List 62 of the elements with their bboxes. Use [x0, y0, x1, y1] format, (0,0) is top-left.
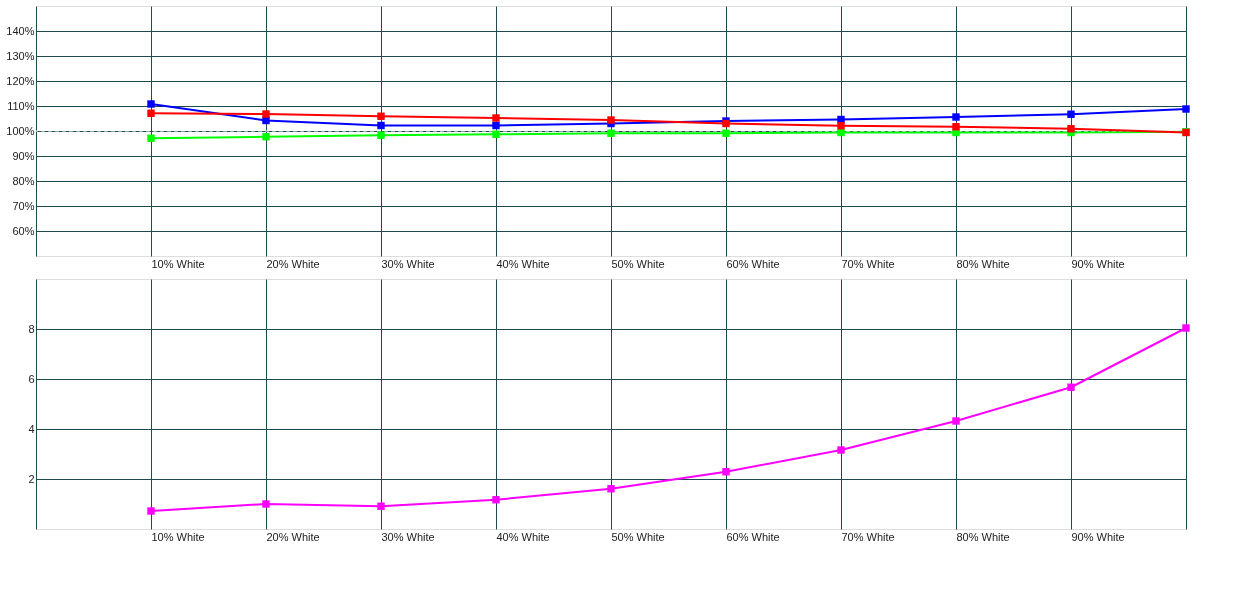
point — [837, 122, 845, 130]
point — [147, 100, 155, 108]
point — [492, 496, 500, 504]
x-tick-label: 50% White — [611, 530, 665, 543]
x-tick-label: 10% White — [151, 257, 205, 270]
point — [952, 417, 960, 425]
x-tick-label: 80% White — [956, 530, 1010, 543]
y-tick-label: 90% — [12, 149, 35, 162]
x-tick-label: 80% White — [956, 257, 1010, 270]
x-tick-label: 30% White — [381, 530, 435, 543]
point — [377, 121, 385, 130]
y-tick-label: 6 — [28, 372, 35, 385]
x-tick-label: 70% White — [841, 530, 895, 543]
point — [492, 114, 500, 122]
point — [952, 113, 960, 121]
point — [837, 128, 845, 137]
x-tick-label: 20% White — [266, 257, 320, 270]
y-tick-label: 60% — [12, 224, 35, 237]
x-tick-label: 60% White — [726, 257, 780, 270]
y-tick-label: 110% — [7, 99, 35, 112]
point — [377, 112, 385, 120]
y-tick-label: 100% — [6, 124, 35, 137]
x-tick-label: 20% White — [266, 530, 320, 543]
y-tick-label: 70% — [12, 199, 35, 212]
y-tick-label: 130% — [6, 49, 35, 62]
point — [1182, 324, 1190, 332]
point — [147, 134, 155, 142]
point — [1067, 125, 1075, 133]
point — [952, 123, 960, 131]
point — [262, 133, 270, 141]
point — [607, 485, 615, 493]
x-tick-label: 90% White — [1071, 257, 1125, 270]
point — [492, 121, 500, 130]
point — [1067, 110, 1075, 118]
x-tick-label: 90% White — [1071, 530, 1125, 543]
point — [607, 129, 615, 137]
point — [837, 446, 845, 454]
y-tick-label: 120% — [6, 74, 35, 87]
y-tick-label: 140% — [6, 24, 35, 37]
point — [722, 468, 730, 476]
x-tick-label: 60% White — [726, 530, 780, 543]
point — [1067, 383, 1075, 391]
x-tick-label: 40% White — [496, 530, 550, 543]
y-tick-label: 4 — [28, 422, 35, 435]
point — [377, 131, 385, 139]
x-tick-label: 30% White — [381, 257, 435, 270]
y-tick-label: 2 — [28, 472, 35, 485]
point — [1182, 105, 1190, 113]
point — [147, 507, 155, 515]
x-tick-label: 10% White — [151, 530, 205, 543]
point — [262, 500, 270, 508]
y-tick-label: 80% — [12, 174, 35, 187]
point — [722, 129, 730, 137]
point — [607, 116, 615, 124]
y-tick-label: 8 — [28, 322, 35, 335]
x-tick-label: 40% White — [496, 257, 550, 270]
point — [377, 502, 385, 510]
x-tick-label: 70% White — [841, 257, 895, 270]
x-tick-label: 50% White — [611, 257, 665, 270]
point — [262, 110, 270, 118]
point — [492, 130, 500, 138]
point — [147, 109, 155, 117]
